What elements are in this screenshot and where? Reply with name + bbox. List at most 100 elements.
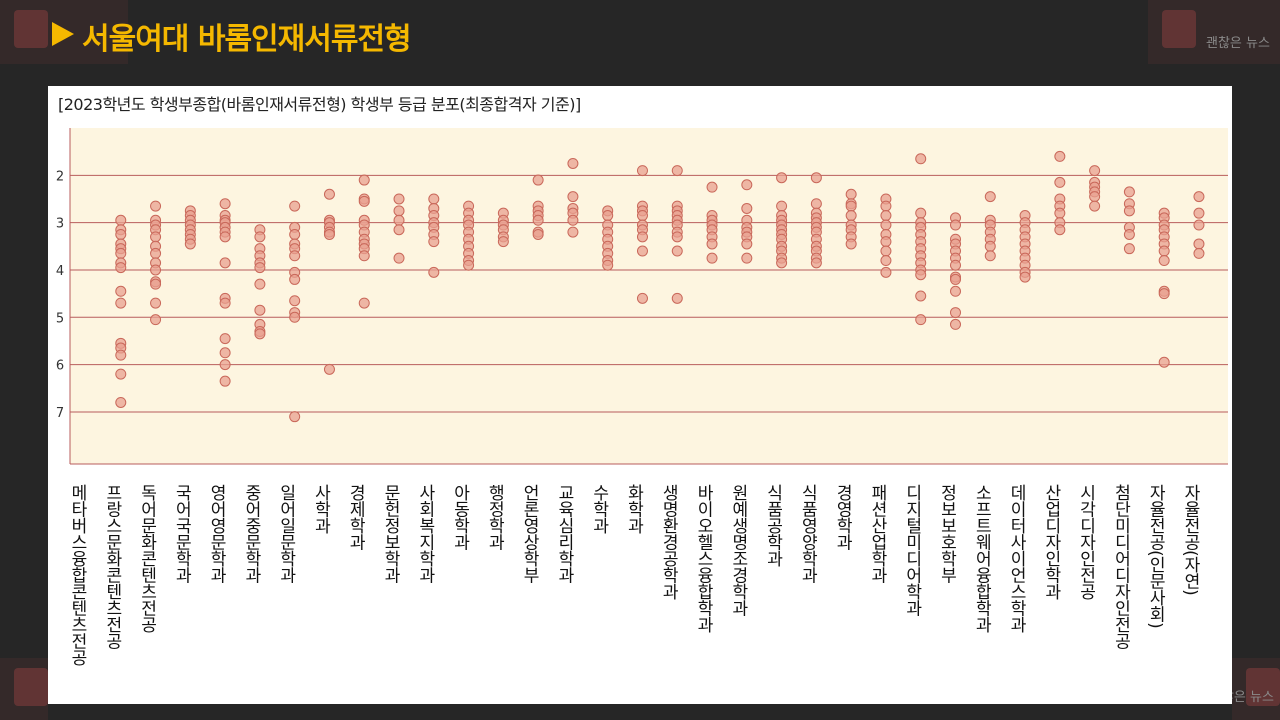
bottom-left-decoration bbox=[0, 658, 48, 720]
data-point bbox=[845, 238, 857, 250]
data-point bbox=[532, 228, 544, 240]
data-point bbox=[254, 262, 266, 274]
data-point bbox=[915, 269, 927, 281]
data-point bbox=[1158, 255, 1170, 267]
data-point bbox=[289, 273, 301, 285]
page-title: 서울여대 바롬인재서류전형 bbox=[82, 22, 412, 57]
data-point bbox=[219, 333, 231, 345]
category-label: 바이오헬스융합학과 bbox=[693, 484, 713, 633]
data-point bbox=[636, 210, 648, 222]
data-point bbox=[1193, 191, 1205, 203]
category-label: 경영학과 bbox=[832, 484, 852, 550]
data-point bbox=[254, 328, 266, 340]
data-point bbox=[1054, 224, 1066, 236]
data-point bbox=[810, 198, 822, 210]
data-point bbox=[671, 231, 683, 243]
data-point bbox=[636, 292, 648, 304]
category-label: 패션산업학과 bbox=[867, 484, 887, 583]
data-point bbox=[950, 273, 961, 285]
data-point bbox=[880, 266, 892, 278]
data-point bbox=[1193, 207, 1205, 219]
data-point bbox=[950, 285, 961, 297]
category-label: 식품공학과 bbox=[763, 484, 783, 567]
data-point bbox=[115, 228, 127, 240]
data-point bbox=[358, 250, 370, 262]
data-point bbox=[150, 264, 162, 276]
category-label: 문헌정보학과 bbox=[380, 484, 400, 583]
data-point bbox=[219, 231, 231, 243]
data-point bbox=[567, 226, 579, 238]
data-point bbox=[532, 214, 544, 226]
category-label: 국어국문학과 bbox=[171, 484, 191, 583]
y-tick-label: 3 bbox=[56, 217, 64, 232]
data-point bbox=[115, 368, 127, 380]
data-point bbox=[115, 214, 127, 226]
data-point bbox=[115, 247, 127, 259]
data-point bbox=[1089, 165, 1101, 177]
plot-area bbox=[70, 128, 1228, 464]
data-point bbox=[1158, 356, 1170, 368]
data-point bbox=[289, 411, 301, 423]
category-label: 화학과 bbox=[623, 484, 643, 534]
chart-title: [2023학년도 학생부종합(바롬인재서류전형) 학생부 등급 분포(최종합격자… bbox=[58, 95, 581, 114]
data-point bbox=[915, 290, 927, 302]
data-point bbox=[706, 252, 718, 264]
data-point bbox=[845, 188, 857, 200]
category-label: 독어문화콘텐츠전공 bbox=[137, 484, 157, 633]
data-point bbox=[1123, 228, 1135, 240]
data-point bbox=[636, 231, 648, 243]
category-label: 소프트웨어융합학과 bbox=[971, 484, 991, 633]
data-point bbox=[706, 181, 718, 193]
category-label: 생명환경공학과 bbox=[658, 484, 678, 600]
data-point bbox=[289, 250, 301, 262]
data-point bbox=[393, 252, 405, 264]
data-point bbox=[1019, 271, 1031, 283]
data-point bbox=[776, 200, 788, 212]
category-label: 첨단미디어디자인전공 bbox=[1110, 484, 1130, 649]
data-point bbox=[915, 153, 927, 165]
data-point bbox=[741, 202, 753, 214]
data-point bbox=[184, 238, 196, 250]
category-label: 영어영문학과 bbox=[206, 484, 226, 583]
data-point bbox=[845, 210, 857, 222]
data-point bbox=[776, 257, 788, 269]
data-point bbox=[671, 292, 683, 304]
category-label: 데이터사이언스학과 bbox=[1006, 484, 1026, 633]
data-point bbox=[115, 285, 127, 297]
data-point bbox=[741, 179, 753, 191]
data-point bbox=[1158, 245, 1170, 257]
y-tick-label: 6 bbox=[56, 359, 64, 374]
category-label: 수학과 bbox=[589, 484, 609, 534]
data-point bbox=[393, 193, 405, 205]
data-point bbox=[289, 228, 301, 240]
data-point bbox=[115, 349, 127, 361]
category-label: 자율전공(인문사회) bbox=[1145, 484, 1165, 628]
data-point bbox=[1123, 243, 1135, 255]
play-arrow-icon bbox=[52, 22, 74, 46]
data-point bbox=[567, 214, 579, 226]
data-point bbox=[880, 245, 892, 257]
data-point bbox=[289, 295, 301, 307]
category-label: 프랑스문화콘텐츠전공 bbox=[102, 484, 122, 649]
bottom-right-decoration bbox=[1232, 658, 1280, 720]
category-label: 디지털미디어학과 bbox=[902, 484, 922, 616]
data-point bbox=[358, 174, 370, 186]
category-label: 아동학과 bbox=[450, 484, 470, 550]
category-label: 원예생명조경학과 bbox=[728, 484, 748, 616]
data-point bbox=[150, 314, 162, 326]
data-point bbox=[463, 259, 475, 271]
right-corner-decoration bbox=[1148, 0, 1280, 64]
category-label: 식품영양학과 bbox=[797, 484, 817, 583]
title-bar: 괜찮은 뉴스 서울여대 바롬인재서류전형 bbox=[0, 0, 1280, 70]
watermark-top-right: 괜찮은 뉴스 bbox=[1206, 36, 1270, 51]
category-label: 사회복지학과 bbox=[415, 484, 435, 583]
data-point bbox=[776, 172, 788, 184]
data-point bbox=[393, 214, 405, 226]
data-point bbox=[1123, 186, 1135, 198]
data-point bbox=[219, 359, 231, 371]
data-point bbox=[880, 219, 892, 231]
category-label: 자율전공(자연) bbox=[1180, 484, 1200, 595]
data-point bbox=[1158, 288, 1170, 300]
chart-panel: 2 3 4 5 6 7 메타버스융합콘텐츠전공 프랑스문화콘텐츠전공 독어문화콘텐츠전공 국어국문… bbox=[48, 86, 1232, 704]
data-point bbox=[845, 200, 857, 212]
